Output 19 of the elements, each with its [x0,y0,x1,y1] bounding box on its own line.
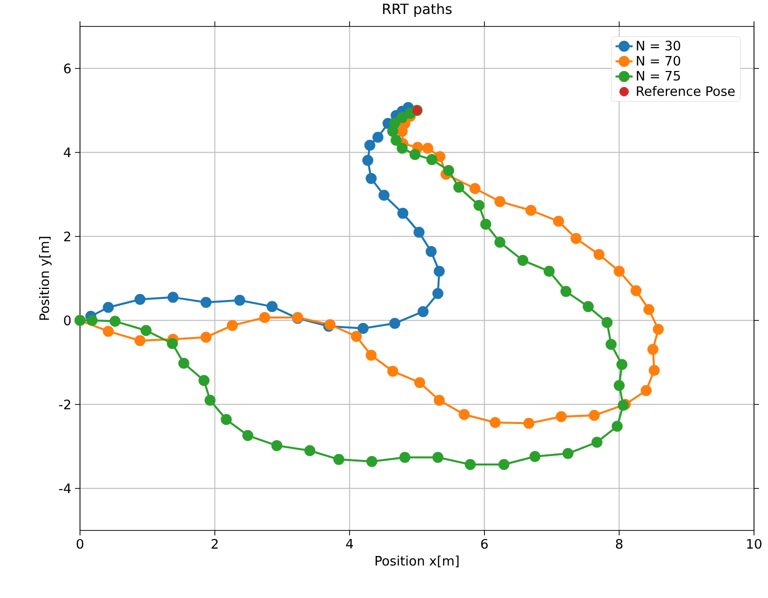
x-tick-label: 2 [212,538,218,548]
y-tick-label: 0 [64,315,71,326]
x-tick-label: 6 [481,538,488,549]
x-tick-label: 8 [616,538,622,549]
x-tick-label: 10 [747,538,762,549]
x-tick-label: 4 [346,538,354,548]
y-tick-label: -2 [59,399,70,410]
x-tick-label: 0 [76,538,84,549]
legend-label: N = 70 [636,56,680,66]
legend-label: N = 75 [636,70,680,80]
chart-title: RRT paths [383,3,452,17]
x-axis-title: Position x[m] [376,555,459,568]
y-tick-label: 6 [64,63,71,74]
legend-label: N = 30 [636,40,680,50]
y-tick-label: -4 [59,483,71,493]
y-tick-label: 4 [64,147,71,157]
y-axis-title: Position y[m] [39,236,52,320]
legend-label: Reference Pose [636,86,735,96]
y-tick-label: 2 [64,231,70,242]
